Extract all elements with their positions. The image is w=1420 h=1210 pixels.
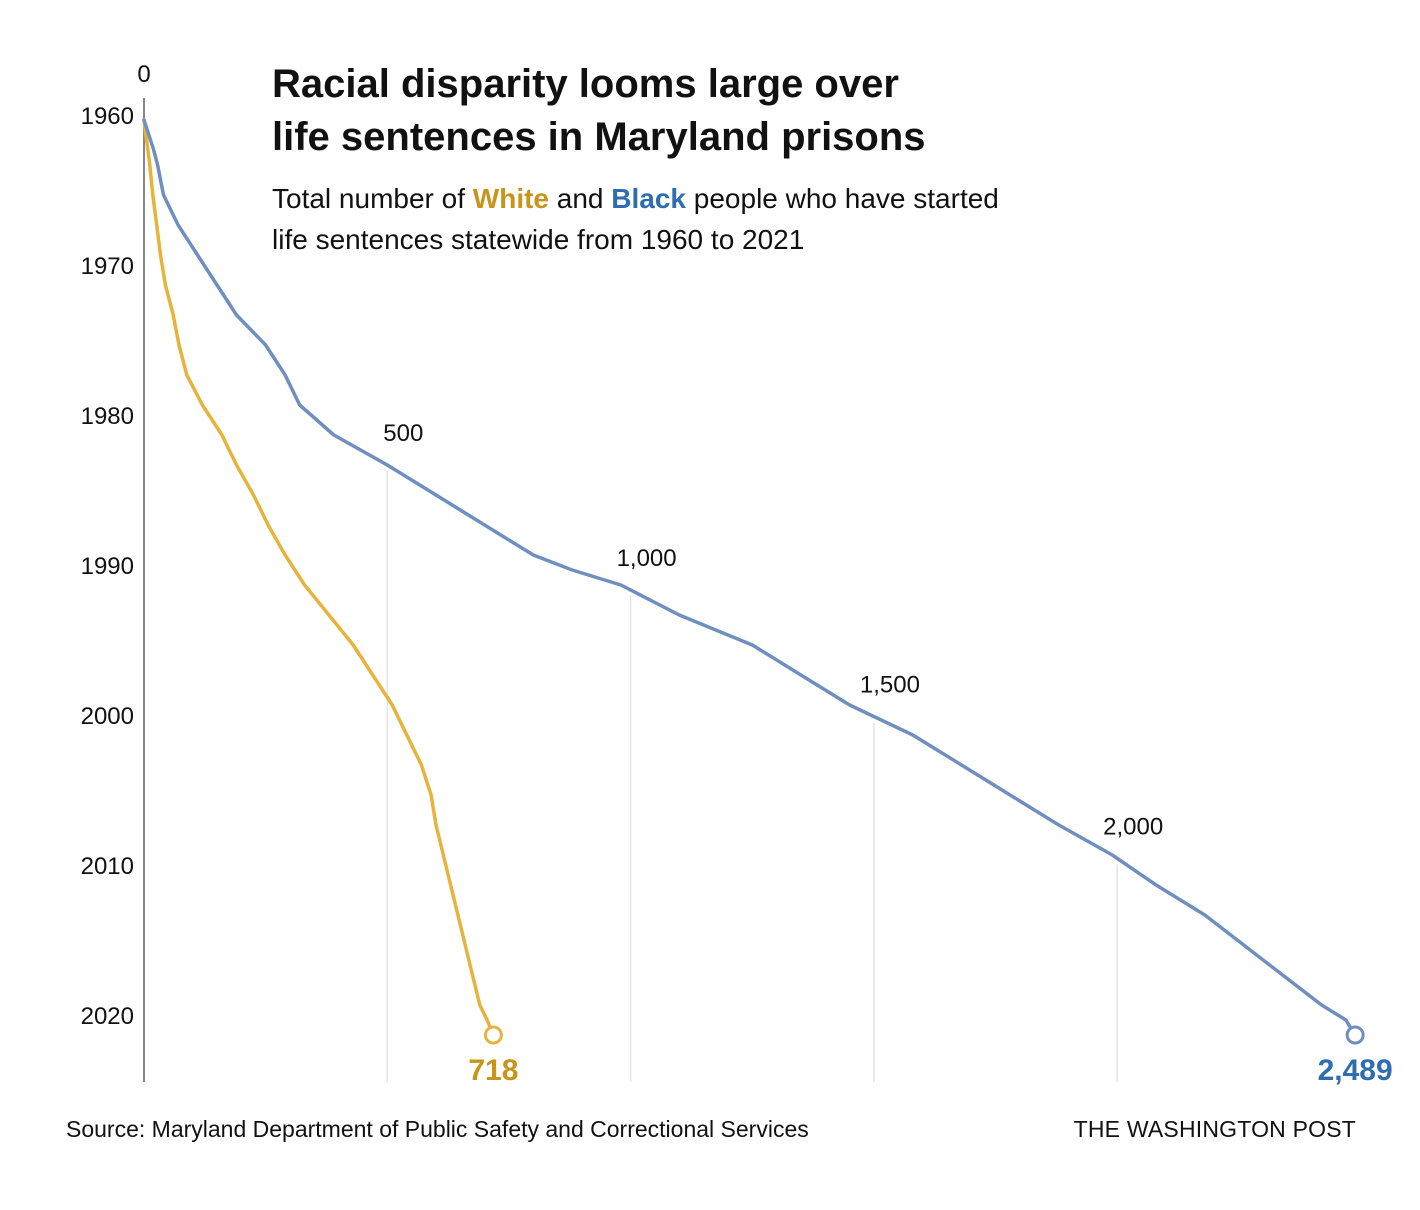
- gridlines: [386, 471, 1118, 1082]
- series-line-white: [142, 118, 496, 1037]
- x-tick-labels: 0 500 1,000 1,500 2,000: [137, 61, 1163, 840]
- y-tick-label: 2010: [81, 853, 134, 880]
- title-line-1: Racial disparity looms large over: [272, 62, 899, 106]
- x-tick-label: 1,000: [617, 545, 677, 572]
- subtitle-text: and: [549, 183, 612, 214]
- y-tick-label: 1970: [81, 253, 134, 280]
- subtitle-text: people who have started: [686, 183, 999, 214]
- x-tick-label: 0: [137, 61, 150, 88]
- series-line-black: [142, 118, 1357, 1037]
- publisher-credit: THE WASHINGTON POST: [1073, 1116, 1356, 1142]
- series-end-label-black: 2,489: [1318, 1054, 1393, 1087]
- series: 718 2,489: [142, 118, 1393, 1087]
- title-line-2: life sentences in Maryland prisons: [272, 115, 926, 159]
- chart-title: Racial disparity looms large over life s…: [272, 58, 1172, 164]
- x-tick-label: 1,500: [860, 672, 920, 699]
- y-tick-label: 1990: [81, 553, 134, 580]
- y-tick-label: 1960: [81, 103, 134, 130]
- legend-white: White: [472, 183, 549, 214]
- y-tick-label: 2000: [81, 703, 134, 730]
- subtitle-text: Total number of: [272, 183, 473, 214]
- series-end-label-white: 718: [468, 1054, 518, 1087]
- x-tick-label: 500: [383, 420, 423, 447]
- series-end-marker-white: [483, 1025, 503, 1045]
- subtitle-text-line-2: life sentences statewide from 1960 to 20…: [272, 224, 805, 255]
- chart-subtitle: Total number of White and Black people w…: [272, 178, 1172, 260]
- y-tick-label: 1980: [81, 403, 134, 430]
- y-tick-label: 2020: [81, 1003, 134, 1030]
- source-note: Source: Maryland Department of Public Sa…: [66, 1116, 809, 1142]
- legend-black: Black: [611, 183, 686, 214]
- y-tick-labels: 1960 1970 1980 1990 2000 2010 2020: [81, 103, 134, 1030]
- x-tick-label: 2,000: [1103, 813, 1163, 840]
- series-end-marker-black: [1345, 1025, 1365, 1045]
